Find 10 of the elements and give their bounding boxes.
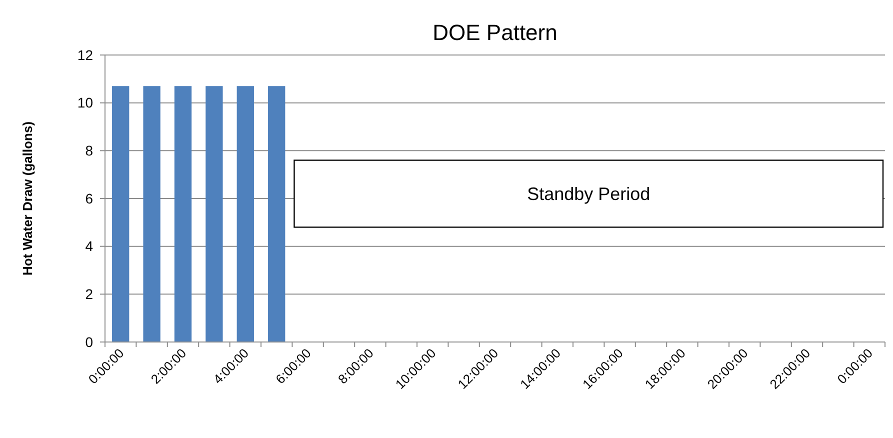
chart-title: DOE Pattern xyxy=(432,20,558,45)
y-tick-label: 2 xyxy=(85,286,94,302)
y-tick-label: 6 xyxy=(85,190,94,206)
y-tick-label: 12 xyxy=(77,46,94,63)
y-axis-title: Hot Water Draw (gallons) xyxy=(20,121,35,276)
y-tick-label: 4 xyxy=(85,238,94,254)
annotation: Standby Period xyxy=(527,184,650,204)
y-tick-label: 10 xyxy=(77,94,94,111)
y-tick-label: 8 xyxy=(85,142,94,159)
y-tick-label: 0 xyxy=(85,334,94,350)
